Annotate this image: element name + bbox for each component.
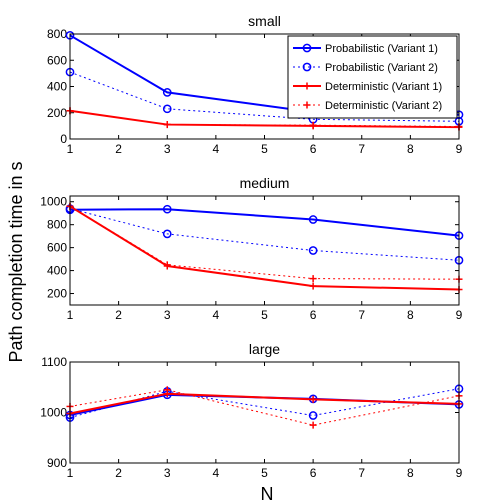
y-tick-label: 400 (47, 264, 67, 278)
y-tick-label: 1000 (40, 195, 67, 209)
x-tick-label: 8 (407, 142, 414, 156)
legend-entry: Probabilistic (Variant 1) (293, 43, 438, 55)
legend-marker (303, 101, 311, 109)
y-tick-label: 200 (47, 106, 67, 120)
y-tick-label: 600 (47, 53, 67, 67)
axes-frame (69, 195, 460, 306)
y-tick-label: 400 (47, 80, 67, 94)
data-point (162, 104, 172, 114)
data-point (309, 121, 317, 129)
legend-entry: Probabilistic (Variant 2) (293, 62, 438, 74)
data-point (308, 246, 318, 255)
x-tick-label: 4 (213, 308, 220, 322)
x-tick-label: 3 (164, 142, 171, 156)
legend: Probabilistic (Variant 1) Probabilistic (… (287, 35, 458, 119)
series-line (69, 208, 460, 237)
legend-marker (303, 82, 311, 90)
x-tick-label: 3 (164, 308, 171, 322)
x-tick-label: 6 (310, 142, 317, 156)
data-point (163, 121, 171, 129)
x-tick-label: 9 (456, 142, 463, 156)
axes-frame (69, 33, 460, 140)
x-tick-label: 1 (67, 308, 74, 322)
y-tick-label: 1100 (41, 355, 67, 369)
x-tick-label: 2 (115, 308, 122, 322)
data-point (309, 395, 317, 403)
legend-label: Deterministic (Variant 1) (325, 81, 442, 93)
x-tick-label: 5 (261, 142, 268, 156)
series-line (69, 71, 460, 122)
legend-box (287, 35, 458, 119)
x-tick-label: 6 (310, 466, 317, 480)
legend-marker (302, 62, 312, 72)
series-line (69, 205, 460, 280)
data-point (309, 282, 317, 290)
data-point (309, 421, 317, 429)
legend-label: Deterministic (Variant 2) (325, 100, 442, 112)
series-line (69, 110, 460, 128)
data-point (163, 386, 171, 394)
x-tick-label: 7 (358, 142, 365, 156)
x-tick-label: 5 (261, 308, 268, 322)
x-axis-label: N (261, 484, 274, 504)
y-axis-label: Path completion time in s (6, 161, 26, 362)
subplot-small: small 1 2 3 4 5 6 7 8 9 0 200 400 600 800 Probabilistic… (47, 13, 464, 156)
subplot-title: small (248, 13, 281, 29)
x-tick-label: 1 (67, 142, 74, 156)
y-tick-label: 800 (47, 218, 67, 232)
data-point (163, 261, 171, 269)
legend-marker (302, 43, 312, 53)
data-point (308, 215, 318, 224)
y-tick-label: 900 (47, 456, 67, 470)
x-tick-label: 3 (164, 466, 171, 480)
data-point (162, 204, 172, 214)
y-tick-label: 1000 (40, 406, 67, 420)
data-point (162, 88, 172, 97)
x-tick-label: 7 (358, 466, 365, 480)
x-tick-label: 4 (213, 142, 220, 156)
x-tick-label: 8 (407, 308, 414, 322)
x-tick-label: 9 (456, 466, 463, 480)
legend-entry: Deterministic (Variant 1) (293, 81, 442, 93)
series-line (69, 208, 460, 261)
data-point (308, 411, 318, 420)
axes-frame (69, 361, 460, 464)
x-tick-label: 8 (407, 466, 414, 480)
y-tick-label: 0 (60, 132, 67, 146)
subplot-title: large (249, 341, 280, 357)
subplot-panels: small 1 2 3 4 5 6 7 8 9 0 200 400 600 800 Probabilistic… (40, 13, 464, 480)
x-tick-label: 5 (261, 466, 268, 480)
y-tick-label: 800 (47, 27, 67, 41)
x-tick-label: 4 (213, 466, 220, 480)
x-tick-label: 6 (310, 308, 317, 322)
legend-entry: Deterministic (Variant 2) (293, 100, 442, 112)
y-tick-label: 200 (47, 287, 67, 301)
data-point (309, 275, 317, 283)
x-tick-label: 9 (456, 308, 463, 322)
series-line (69, 392, 460, 415)
legend-label: Probabilistic (Variant 1) (325, 43, 438, 55)
subplot-medium: medium 1 2 3 4 5 6 7 8 9 200 400 600 800 1000 (40, 175, 464, 322)
x-tick-label: 2 (115, 466, 122, 480)
data-point (162, 229, 172, 239)
y-tick-label: 600 (47, 241, 67, 255)
legend-label: Probabilistic (Variant 2) (325, 62, 438, 74)
x-tick-label: 2 (115, 142, 122, 156)
subplot-large: large 1 2 3 4 5 6 7 8 9 900 1000 1100 (40, 341, 464, 480)
x-tick-label: 1 (67, 466, 74, 480)
x-tick-label: 7 (358, 308, 365, 322)
subplot-title: medium (240, 175, 290, 191)
series-line (69, 205, 460, 291)
